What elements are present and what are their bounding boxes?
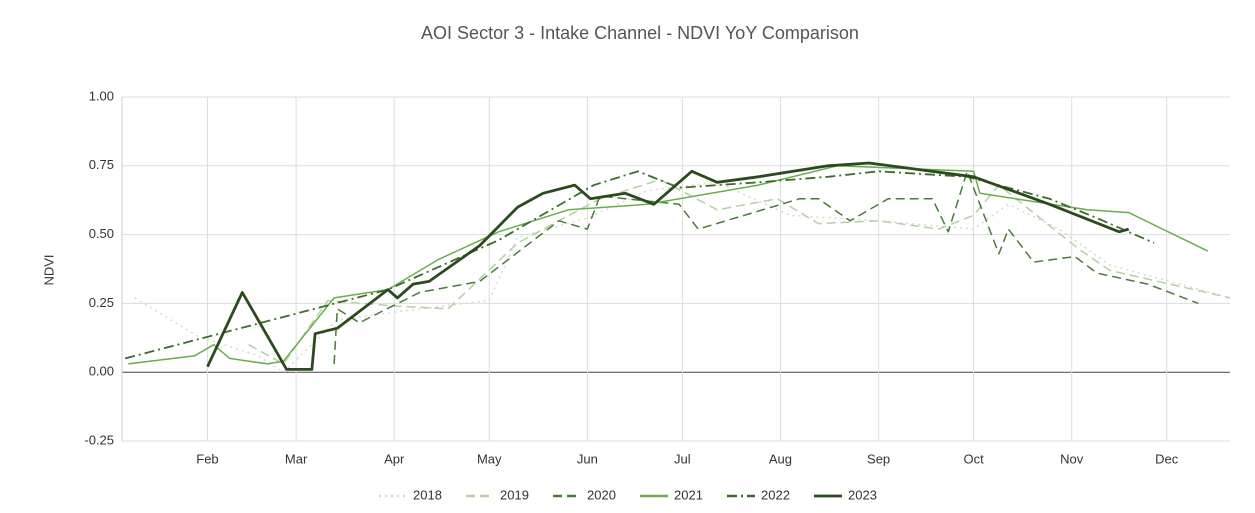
- x-tick-label: May: [477, 451, 502, 466]
- chart-title: AOI Sector 3 - Intake Channel - NDVI YoY…: [421, 23, 859, 43]
- x-tick-label: Apr: [384, 451, 405, 466]
- y-tick-label: 0.50: [89, 226, 114, 241]
- x-tick-label: Jul: [674, 451, 691, 466]
- y-tick-label: -0.25: [84, 432, 114, 447]
- series-line: [248, 178, 1231, 365]
- series-line: [206, 161, 1130, 371]
- x-tick-label: Nov: [1060, 451, 1084, 466]
- legend-label: 2018: [413, 487, 442, 502]
- x-tick-label: Sep: [867, 451, 890, 466]
- series-line: [128, 165, 1209, 365]
- x-tick-label: Aug: [769, 451, 792, 466]
- x-tick-label: Dec: [1155, 451, 1179, 466]
- legend-label: 2022: [761, 487, 790, 502]
- y-axis-label: NDVI: [41, 254, 56, 285]
- legend-label: 2020: [587, 487, 616, 502]
- x-tick-label: Feb: [196, 451, 218, 466]
- legend-label: 2019: [500, 487, 529, 502]
- legend-label: 2023: [848, 487, 877, 502]
- series-line: [124, 170, 1155, 360]
- y-tick-label: 0.75: [89, 157, 114, 172]
- legend-label: 2021: [674, 487, 703, 502]
- series-line: [134, 181, 1231, 373]
- x-tick-label: Mar: [285, 451, 308, 466]
- y-tick-label: 0.25: [89, 295, 114, 310]
- x-tick-label: Jun: [577, 451, 598, 466]
- y-tick-label: 1.00: [89, 88, 114, 103]
- x-tick-label: Oct: [963, 451, 984, 466]
- series-line: [333, 170, 1199, 364]
- y-tick-label: 0.00: [89, 364, 114, 379]
